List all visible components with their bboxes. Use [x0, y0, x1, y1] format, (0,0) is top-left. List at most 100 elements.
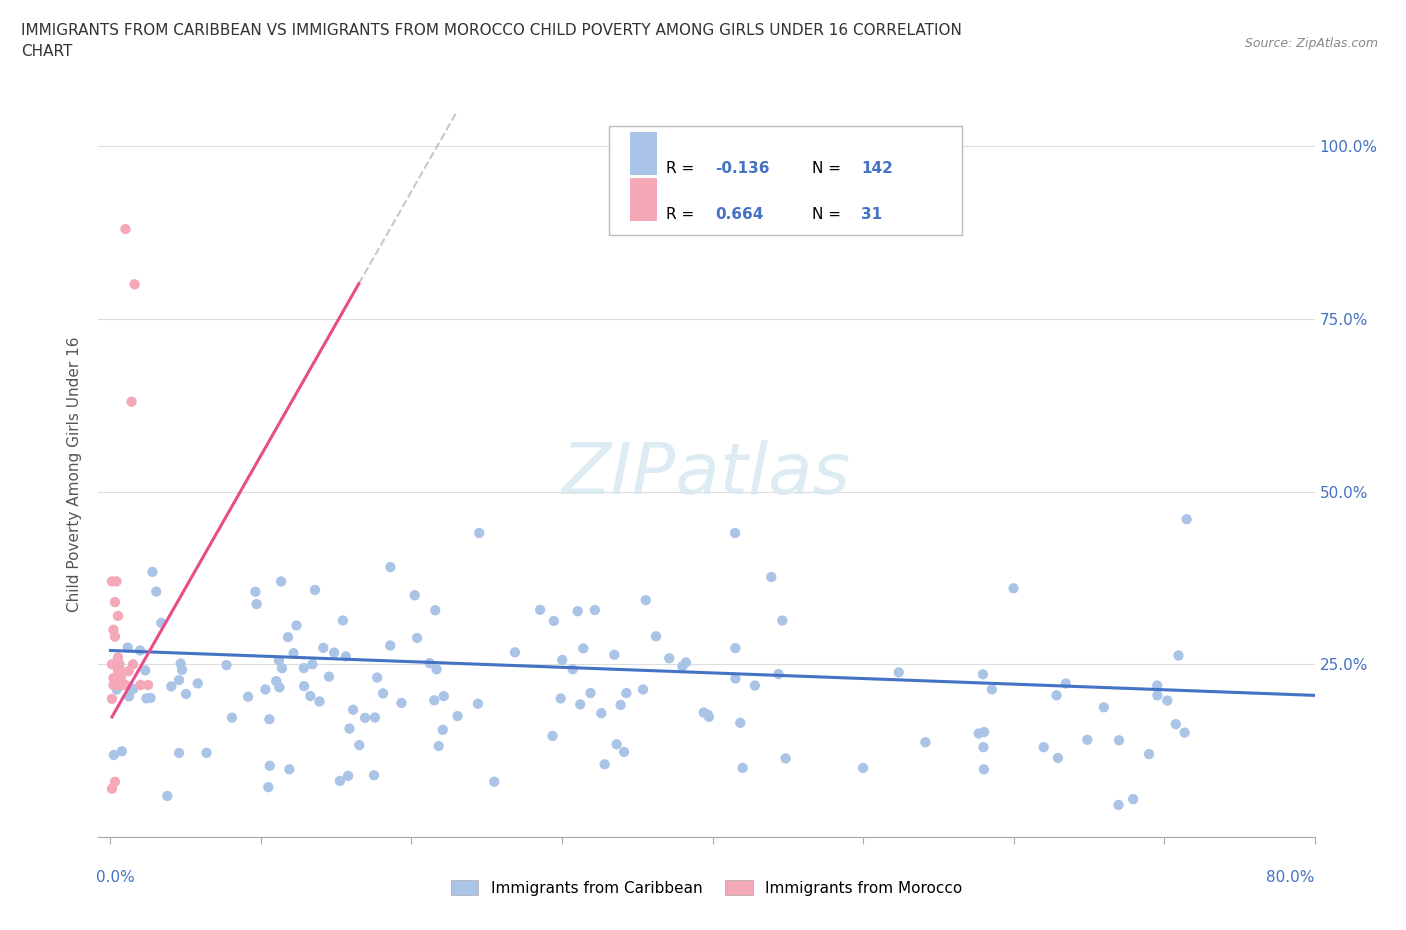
Point [583, 603, 606, 618]
Point [591, 706, 613, 721]
Point [105, 574, 128, 589]
Point [744, 678, 766, 693]
Point [614, 685, 637, 700]
Point [254, 682, 277, 697]
Point [124, 277, 146, 292]
Point [1175, 512, 1198, 526]
Point [550, 691, 572, 706]
Text: 31: 31 [860, 206, 882, 221]
Point [129, 643, 152, 658]
Point [603, 647, 626, 662]
Point [323, 645, 346, 660]
Point [246, 597, 269, 612]
Point [371, 686, 394, 701]
Point [1092, 700, 1115, 715]
Point [103, 748, 125, 763]
Point [112, 678, 135, 693]
Point [245, 584, 267, 599]
Point [107, 608, 129, 623]
Point [104, 630, 127, 644]
Point [101, 691, 124, 706]
Point [567, 604, 589, 618]
Point [318, 670, 340, 684]
Point [980, 682, 1002, 697]
Point [1108, 798, 1130, 813]
Point [391, 696, 413, 711]
Point [406, 631, 429, 645]
Point [342, 702, 364, 717]
Point [1108, 733, 1130, 748]
Point [136, 678, 159, 693]
Text: N =: N = [813, 161, 846, 176]
Point [145, 584, 167, 599]
Point [731, 761, 754, 776]
Point [135, 691, 157, 706]
Point [366, 671, 388, 685]
Point [215, 658, 238, 672]
Point [308, 694, 330, 709]
Point [105, 678, 128, 693]
Point [675, 655, 697, 670]
Point [103, 671, 125, 685]
Point [364, 710, 387, 724]
Point [271, 661, 294, 676]
FancyBboxPatch shape [630, 132, 657, 176]
Point [108, 671, 131, 685]
Point [221, 711, 243, 725]
Point [278, 762, 301, 777]
Point [1146, 688, 1168, 703]
Point [404, 588, 426, 603]
Point [329, 774, 352, 789]
Point [724, 641, 747, 656]
Point [467, 697, 489, 711]
Text: 80.0%: 80.0% [1267, 870, 1315, 884]
Point [1156, 693, 1178, 708]
Point [543, 614, 565, 629]
Point [541, 728, 564, 743]
Point [187, 676, 209, 691]
Point [852, 761, 875, 776]
Point [304, 582, 326, 597]
Point [1174, 725, 1197, 740]
Point [529, 603, 551, 618]
Point [114, 221, 136, 236]
Text: IMMIGRANTS FROM CARIBBEAN VS IMMIGRANTS FROM MOROCCO CHILD POVERTY AMONG GIRLS U: IMMIGRANTS FROM CARIBBEAN VS IMMIGRANTS … [21, 23, 962, 60]
Point [973, 762, 995, 777]
Point [1137, 747, 1160, 762]
Point [299, 688, 322, 703]
Text: R =: R = [666, 161, 700, 176]
Point [446, 709, 468, 724]
Point [103, 678, 125, 693]
Point [270, 574, 292, 589]
Point [170, 662, 193, 677]
Text: 0.664: 0.664 [716, 206, 763, 221]
Legend: Immigrants from Caribbean, Immigrants from Morocco: Immigrants from Caribbean, Immigrants fr… [444, 873, 969, 902]
Text: N =: N = [813, 206, 846, 221]
Point [104, 678, 127, 693]
Point [432, 723, 454, 737]
Point [337, 768, 360, 783]
Point [1045, 688, 1067, 703]
Point [775, 751, 797, 766]
Point [111, 678, 134, 693]
Point [107, 650, 129, 665]
Point [114, 678, 136, 693]
Point [579, 685, 602, 700]
Point [606, 737, 628, 751]
Point [967, 726, 990, 741]
Point [770, 613, 793, 628]
Point [156, 789, 179, 804]
Text: 142: 142 [860, 161, 893, 176]
Point [167, 746, 190, 761]
Point [380, 638, 402, 653]
Point [1032, 739, 1054, 754]
Point [117, 640, 139, 655]
Point [118, 689, 141, 704]
Point [363, 768, 385, 783]
Point [613, 745, 636, 760]
Point [1046, 751, 1069, 765]
Point [419, 656, 441, 671]
Point [292, 660, 315, 675]
Point [696, 707, 718, 722]
Point [730, 715, 752, 730]
